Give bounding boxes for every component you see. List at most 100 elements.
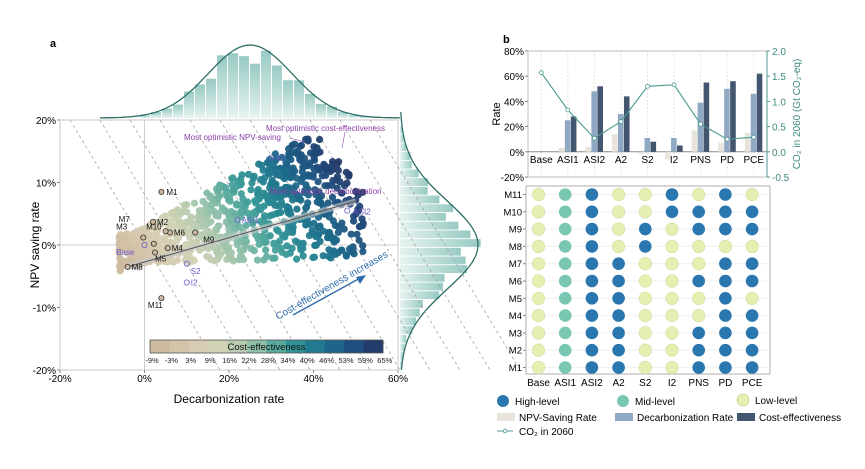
scatter-point <box>196 217 204 225</box>
scatter-point <box>286 184 294 192</box>
matrix-row-label: M5 <box>509 294 522 305</box>
scatter-point <box>321 182 329 190</box>
scatter-point <box>330 235 338 243</box>
colorbar-tick-label: -3% <box>165 356 179 365</box>
scatter-point <box>213 185 221 193</box>
level-dot-high-level <box>719 205 732 219</box>
scatter-point <box>271 254 279 262</box>
histogram-bar-x <box>239 56 249 118</box>
labeled-point-s2 <box>183 260 190 267</box>
level-dot-high-level <box>745 222 759 236</box>
level-dot-low-level <box>611 239 626 253</box>
scatter-point <box>343 179 351 187</box>
scatter-point <box>259 166 267 174</box>
scatter-point <box>169 208 177 216</box>
level-dot-high-level <box>692 361 705 374</box>
matrix-row-label: M10 <box>504 207 522 218</box>
scatter-point <box>328 158 337 166</box>
scatter-point <box>245 170 253 178</box>
category-label: PCE <box>743 155 764 166</box>
level-dot-high-level <box>692 222 705 236</box>
histogram-bar-x <box>162 108 172 118</box>
bar-npv-saving-rate <box>744 132 751 152</box>
point-label-m5: M5 <box>155 255 167 264</box>
scatter-point <box>316 135 324 144</box>
labeled-point-m7 <box>150 240 157 247</box>
category-label: PNS <box>690 155 711 166</box>
scatter-point <box>338 189 346 197</box>
scatter-point <box>123 242 131 250</box>
scatter-point <box>135 230 143 238</box>
scatter-point <box>242 237 250 245</box>
scatter-point <box>291 140 299 148</box>
scatter-point <box>186 218 194 226</box>
level-dot-mid-level <box>558 309 572 322</box>
scatter-point <box>305 220 313 228</box>
category-label: S2 <box>641 155 654 166</box>
y-axis-title: NPV saving rate <box>28 201 42 288</box>
y2-tick-label: 0.0 <box>772 148 786 159</box>
co2-point <box>618 119 624 124</box>
x-tick-label: -20% <box>48 374 71 385</box>
scatter-point <box>243 209 251 217</box>
scatter-point <box>183 208 191 216</box>
level-dot-high-level <box>719 222 732 236</box>
level-dot-mid-level <box>558 274 572 288</box>
scatter-point <box>250 247 258 255</box>
scatter-point <box>316 237 324 245</box>
level-dot-mid-level <box>558 292 572 305</box>
iso-line <box>219 119 371 371</box>
level-dot-high-level <box>612 274 625 288</box>
category-label: Base <box>530 155 553 166</box>
level-dot-low-level <box>665 257 679 271</box>
histogram-bar-x <box>140 115 150 118</box>
category-label: I2 <box>670 155 679 166</box>
matrix-row-label: M11 <box>504 190 522 201</box>
level-dot-low-level <box>692 187 706 202</box>
scatter-point <box>190 238 198 246</box>
scatter-point <box>208 201 216 209</box>
colorbar-segment <box>150 340 170 353</box>
level-dot-high-level <box>585 205 599 219</box>
level-dot-high-level <box>585 274 599 288</box>
scatter-point <box>275 193 283 201</box>
scatter-point <box>235 223 243 231</box>
scatter-point <box>253 256 262 264</box>
level-dot-high-level <box>719 188 732 201</box>
scatter-point <box>337 246 345 254</box>
histogram-bar-y <box>400 134 404 143</box>
bar-npv-saving-rate <box>558 148 565 152</box>
level-dot-low-level <box>638 309 652 323</box>
colorbar-title: Cost-effectiveness <box>228 342 306 353</box>
bar-decarbonization-rate <box>750 93 757 152</box>
level-dot-low-level <box>611 187 626 202</box>
annotation-most-optimistic-decarbonization: Most optimistic decarbonization <box>270 187 382 196</box>
scatter-point <box>260 256 268 264</box>
point-label-m1: M1 <box>166 188 178 197</box>
colorbar-segment <box>188 340 209 353</box>
scatter-point <box>314 178 322 186</box>
level-dot-low-level <box>692 309 706 323</box>
y-tick-label: 20% <box>36 116 56 127</box>
scatter-point <box>121 236 129 244</box>
histogram-bar-x <box>327 106 337 118</box>
y-tick-label: -20% <box>501 173 524 184</box>
legend-swatch-npv-saving-rate <box>497 413 515 421</box>
x-tick-label: 40% <box>303 374 323 385</box>
bar-cost-effectiveness <box>677 145 683 152</box>
matrix-column-label: S2 <box>639 378 652 389</box>
y2-tick-label: 2.0 <box>772 47 786 58</box>
y-axis-title: Rate <box>491 102 503 125</box>
point-label-m7: M7 <box>119 215 131 224</box>
scatter-point <box>354 205 362 213</box>
colorbar-segment <box>363 340 384 353</box>
scatter-point <box>282 170 290 178</box>
legend-label: CO₂ in 2060 <box>519 427 574 438</box>
panel-b-label: b <box>503 34 510 46</box>
colorbar-tick-label: 59% <box>358 356 373 365</box>
histogram-bar-x <box>272 65 282 118</box>
y-tick-label: 0% <box>510 148 525 159</box>
bar-npv-saving-rate <box>691 130 698 152</box>
level-dot-high-level <box>585 343 599 357</box>
